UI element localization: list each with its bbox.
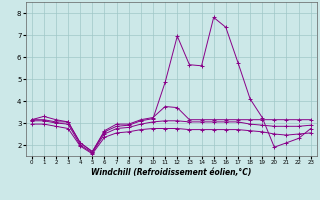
X-axis label: Windchill (Refroidissement éolien,°C): Windchill (Refroidissement éolien,°C): [91, 168, 252, 177]
